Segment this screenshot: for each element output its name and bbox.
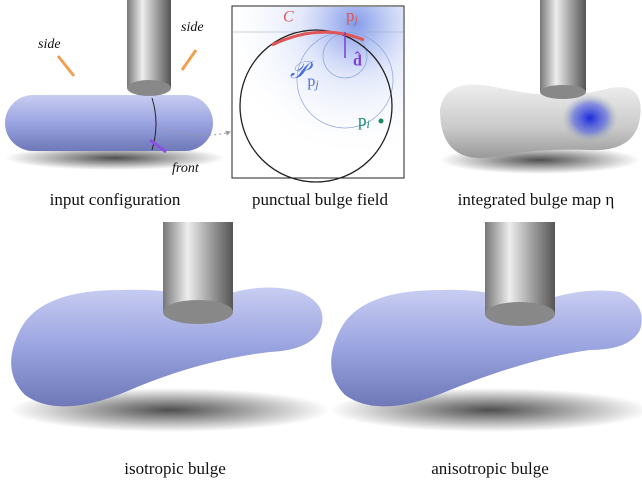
curve: [271, 30, 365, 47]
map-panel: integrated bulge map η: [440, 0, 641, 209]
arrow: [56, 55, 76, 77]
arrow: [149, 138, 167, 154]
cylinder-end: [540, 85, 586, 99]
blob: [11, 287, 323, 407]
label: front: [172, 161, 200, 176]
caption: input configuration: [50, 190, 181, 209]
label: p: [358, 111, 367, 130]
caption: anisotropic bulge: [431, 459, 549, 478]
contact-curve: [151, 97, 157, 151]
field: [233, 7, 403, 177]
caption: isotropic bulge: [124, 459, 226, 478]
caption: integrated bulge map η: [458, 190, 615, 209]
cylinder: [540, 0, 586, 92]
connector: [164, 127, 231, 136]
blob: [5, 95, 213, 151]
isotropic-panel: isotropic bulge: [10, 222, 330, 478]
label: pi: [358, 111, 370, 131]
label: side: [38, 37, 61, 52]
point: [378, 118, 384, 124]
label: p: [307, 73, 315, 90]
input-panel: side side front input configuration: [5, 0, 231, 209]
cylinder-end: [163, 300, 233, 324]
cylinder: [485, 222, 555, 314]
field-panel: C pj 𝒫pj d̂ pi punctual bulge field: [231, 5, 405, 209]
label: pj: [346, 6, 359, 26]
arrow: [180, 49, 198, 71]
label: side: [181, 20, 204, 35]
anisotropic-panel: anisotropic bulge: [330, 222, 642, 478]
label: p: [346, 6, 355, 25]
label: i: [367, 117, 370, 131]
label: C: [283, 9, 294, 26]
cylinder-end: [485, 302, 555, 326]
shadow: [5, 146, 225, 170]
label: j: [353, 12, 359, 26]
label: d̂: [353, 51, 362, 70]
cylinder: [163, 222, 233, 312]
bulge-hotspot: [562, 94, 618, 142]
label: j: [313, 77, 319, 91]
cylinder: [127, 0, 171, 88]
caption: punctual bulge field: [252, 190, 388, 209]
blob: [331, 289, 642, 407]
cylinder-end: [127, 80, 171, 96]
circle: [239, 29, 393, 183]
